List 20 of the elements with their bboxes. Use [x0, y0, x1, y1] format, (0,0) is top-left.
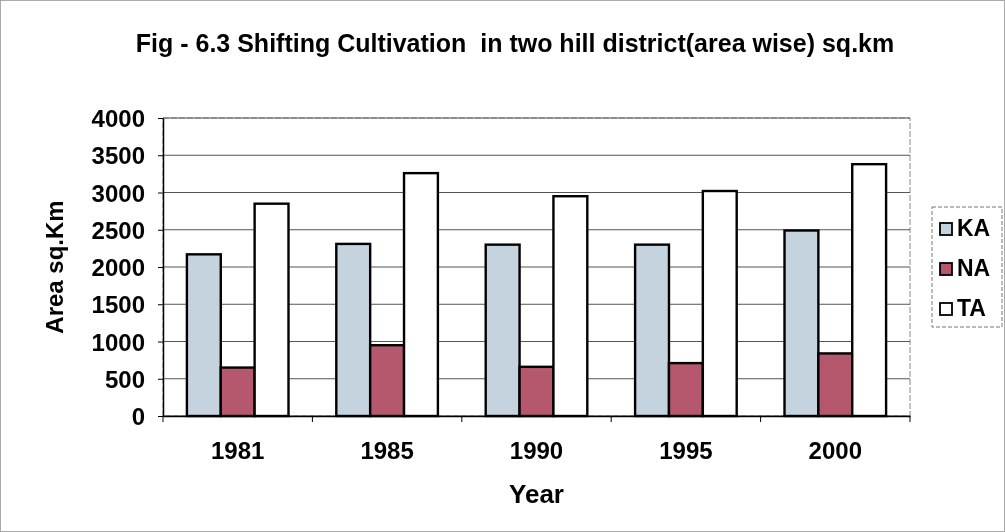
y-tick-label: 500 — [104, 365, 145, 393]
x-tick-label: 2000 — [808, 437, 862, 464]
legend-label: NA — [957, 255, 991, 281]
legend-label: KA — [957, 215, 991, 241]
x-tick-label: 1981 — [211, 437, 265, 464]
y-tick-label: 2500 — [91, 216, 145, 244]
y-tick-label: 2000 — [91, 254, 145, 282]
y-axis-title: Area sq.Km — [41, 200, 68, 334]
x-tick-label: 1985 — [360, 437, 414, 464]
x-tick-label: 1990 — [509, 437, 564, 464]
chart-title: Fig - 6.3 Shifting Cultivation in two hill district(area wise) sq.km — [135, 29, 895, 57]
y-tick-label: 3500 — [91, 142, 145, 170]
legend-label: TA — [957, 295, 986, 321]
y-tick-label: 0 — [131, 403, 145, 431]
x-axis-title: Year — [509, 479, 564, 509]
y-tick-label: 1500 — [91, 291, 145, 319]
x-tick-label: 1995 — [659, 437, 713, 464]
y-tick-label: 1000 — [91, 328, 145, 356]
y-tick-label: 4000 — [91, 105, 145, 133]
y-tick-label: 3000 — [91, 179, 145, 207]
